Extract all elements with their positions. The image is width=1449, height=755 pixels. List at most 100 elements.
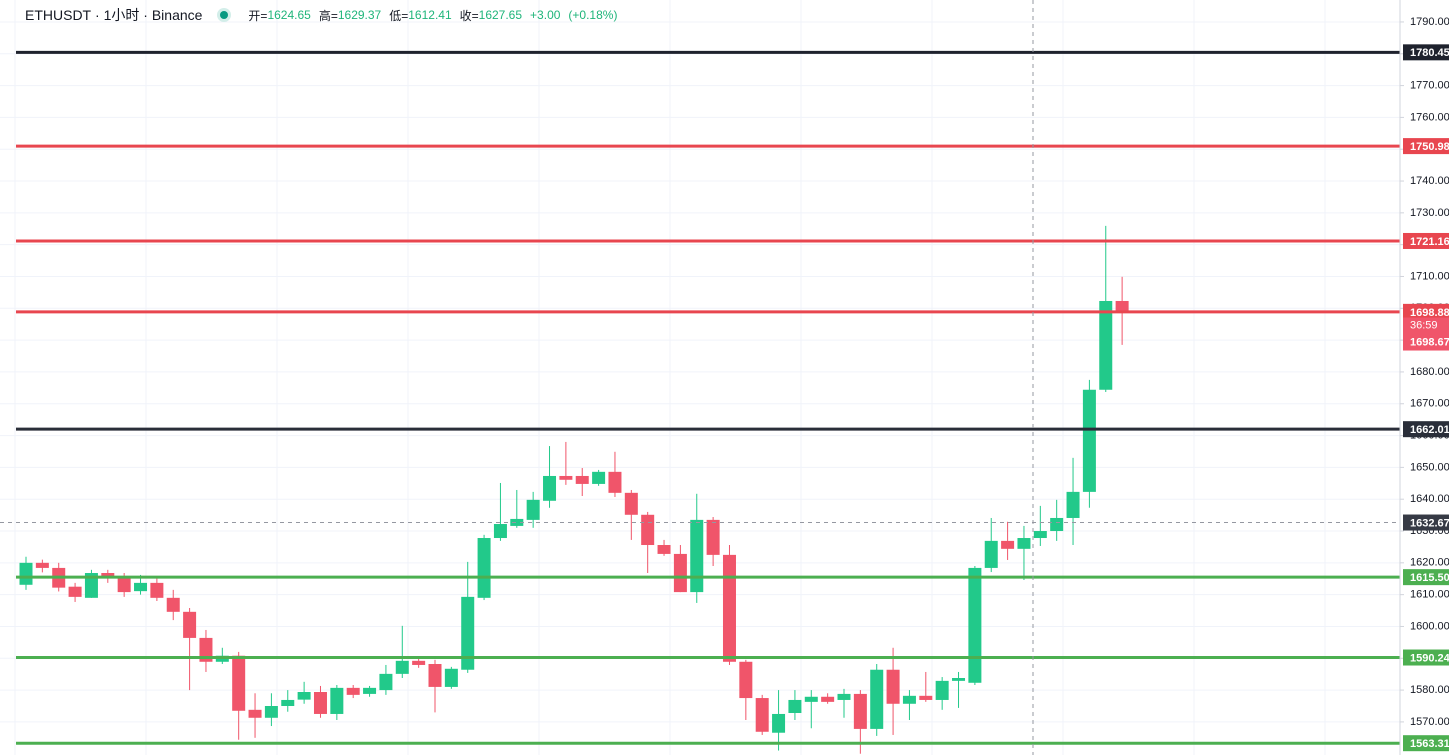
y-tick-label: 1670.00 xyxy=(1410,398,1449,410)
ohlc-label: 低= xyxy=(389,8,409,23)
candle-body xyxy=(657,545,671,554)
candle-body xyxy=(837,693,851,700)
candle-body xyxy=(559,475,573,480)
candle-body xyxy=(166,597,180,612)
y-tick-label: 1570.00 xyxy=(1410,716,1449,728)
candle-body xyxy=(313,692,327,714)
y-tick-label: 1790.00 xyxy=(1410,16,1449,28)
price-tag-label: 1615.50 xyxy=(1410,572,1449,584)
interval: 1小时 xyxy=(103,7,140,23)
candle-body xyxy=(592,471,606,484)
candle-body xyxy=(902,695,916,704)
crosshair-tag xyxy=(1403,514,1449,531)
price-tag xyxy=(1403,569,1449,586)
candle-body xyxy=(379,673,393,691)
y-tick-label: 1770.00 xyxy=(1410,79,1449,91)
candle-body xyxy=(1099,300,1113,390)
ohlc-label: 高= xyxy=(318,8,338,23)
legend-header: ETHUSDT · 1小时 · Binance 开= 1624.65 高= 1629… xyxy=(25,5,625,25)
candle-body xyxy=(101,573,115,578)
candle-body xyxy=(1017,538,1031,549)
candle-body xyxy=(755,698,769,732)
candle-body xyxy=(199,637,213,662)
y-tick-label: 1580.00 xyxy=(1410,684,1449,696)
candle-body xyxy=(134,582,148,592)
ohlc-value: 1629.37 xyxy=(337,8,382,22)
candle-body xyxy=(461,596,475,670)
candle-body xyxy=(984,540,998,568)
candle-body xyxy=(19,562,33,585)
y-tick-label: 1730.00 xyxy=(1410,207,1449,219)
candle-body xyxy=(84,573,98,598)
candle-body xyxy=(788,699,802,714)
candle-body xyxy=(935,680,949,700)
candle-body xyxy=(412,660,426,665)
candle-body xyxy=(346,687,360,695)
price-tag-label: 1590.24 xyxy=(1410,652,1449,664)
price-tag xyxy=(1403,44,1449,61)
separator: · xyxy=(139,7,152,23)
separator: · xyxy=(91,7,104,23)
candle-body xyxy=(150,582,164,598)
candle-body xyxy=(248,709,262,718)
candle-body xyxy=(526,499,540,520)
last-price-label: 1698.67 xyxy=(1410,336,1449,348)
crosshair-tag-label: 1632.67 xyxy=(1410,517,1449,529)
ohlc-value: 1612.41 xyxy=(408,8,452,22)
price-tag-label: 1698.88 xyxy=(1410,307,1449,319)
status-dot xyxy=(220,11,229,19)
price-tag-label: 1750.98 xyxy=(1410,141,1449,153)
y-tick-label: 1740.00 xyxy=(1410,175,1449,187)
candle-body xyxy=(363,687,377,694)
y-tick-label: 1760.00 xyxy=(1410,111,1449,123)
candle-body xyxy=(1066,491,1080,518)
change: +3.00 xyxy=(530,8,561,22)
price-tag xyxy=(1403,138,1449,155)
candle-body xyxy=(1033,531,1047,539)
candle-body xyxy=(608,471,622,493)
symbol: ETHUSDT xyxy=(25,7,92,23)
ohlc-value: 1627.65 xyxy=(478,8,523,22)
candle-body xyxy=(1001,540,1015,549)
countdown: 36:59 xyxy=(1410,319,1438,331)
y-tick-label: 1620.00 xyxy=(1410,557,1449,569)
candle-body xyxy=(739,661,753,699)
price-tag-label: 1721.16 xyxy=(1410,236,1449,248)
price-tag-label: 1563.31 xyxy=(1410,738,1449,750)
candle-body xyxy=(722,554,736,662)
candle-body xyxy=(1082,389,1096,492)
price-tag xyxy=(1403,303,1449,320)
ohlc-label: 开= xyxy=(248,8,268,23)
candle-body xyxy=(477,538,491,598)
candle-body xyxy=(853,693,867,729)
y-tick-label: 1600.00 xyxy=(1410,620,1449,632)
price-tag xyxy=(1403,232,1449,249)
y-tick-label: 1650.00 xyxy=(1410,461,1449,473)
candle-body xyxy=(428,664,442,687)
candle-body xyxy=(232,655,246,711)
y-tick-label: 1610.00 xyxy=(1410,589,1449,601)
ohlc-value: 1624.65 xyxy=(267,8,311,22)
last-price-tag xyxy=(1403,317,1449,351)
price-tag xyxy=(1403,735,1449,752)
candle-body xyxy=(575,475,589,484)
y-tick-label: 1640.00 xyxy=(1410,493,1449,505)
price-tag xyxy=(1403,649,1449,666)
axis: 1570.001580.001590.001600.001610.001620.… xyxy=(1400,16,1449,752)
price-tag xyxy=(1403,421,1449,438)
candle-body xyxy=(35,562,49,568)
candle-body xyxy=(264,706,278,718)
ohlc-label: 收= xyxy=(459,8,479,23)
candle-body xyxy=(281,699,295,707)
candle-body xyxy=(886,669,900,704)
candle-body xyxy=(641,514,655,546)
candle-body xyxy=(919,695,933,700)
candle-body xyxy=(183,611,197,638)
candle-body xyxy=(690,519,704,593)
change-pct: (+0.18%) xyxy=(568,8,618,22)
candle-body xyxy=(673,553,687,593)
candle-body xyxy=(706,519,720,555)
candle-body xyxy=(543,475,557,501)
candle-body xyxy=(395,660,409,674)
